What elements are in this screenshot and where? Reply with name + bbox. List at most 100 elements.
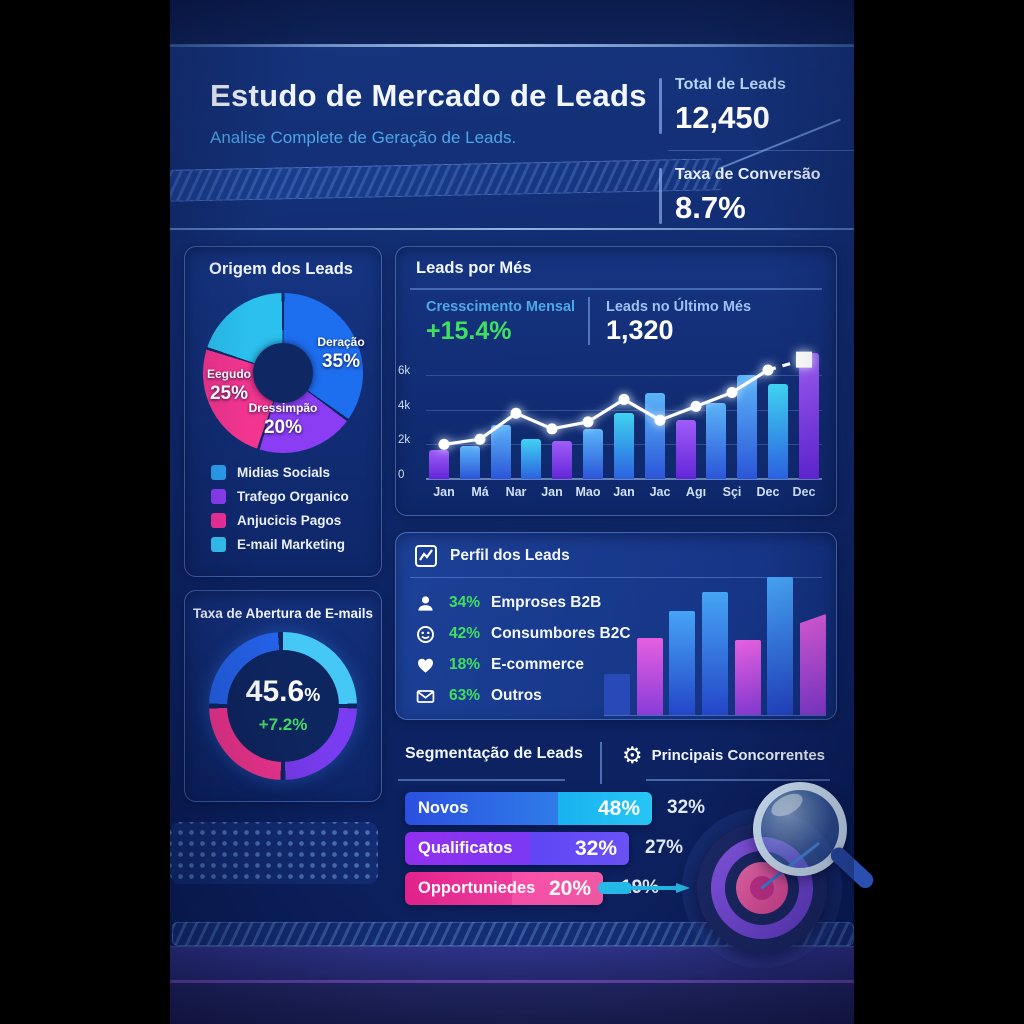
growth-label: Cresscimento Mensal <box>426 299 576 315</box>
perfil-title: Perfil dos Leads <box>450 547 570 564</box>
panel-origem-dos-leads: Origem dos Leads Deração 35% Dressimpão … <box>184 246 382 577</box>
x-axis-label: Nar <box>505 485 527 499</box>
gridline <box>426 410 822 411</box>
x-axis-label: Mao <box>575 485 601 499</box>
segmentacao-title: Segmentação de Leads <box>405 745 583 762</box>
monthly-bars <box>426 351 822 479</box>
mini-bar <box>701 592 728 715</box>
panel-perfil-dos-leads: Perfil dos Leads 34% Emproses B2B 42% Co… <box>395 532 837 720</box>
slice-label-eegudo: Eegudo 25% <box>207 367 251 404</box>
mini-bar <box>767 577 794 715</box>
x-axis-labels: Jan Má Nar Jan Mao Jan Jac Agı Sçi Dec Dec <box>426 485 822 499</box>
footer-band <box>170 946 854 981</box>
month-bar <box>490 425 511 479</box>
envelope-icon <box>416 689 435 703</box>
last-month-value: 1,320 <box>606 315 674 345</box>
origem-legend: Midias Socials Trafego Organico Anjucici… <box>211 460 349 556</box>
month-bar <box>552 441 573 479</box>
segment-bar: Qualificatos 32% <box>405 832 629 865</box>
top-bar <box>170 0 854 45</box>
dart-shaft <box>632 886 676 890</box>
line-point-marker <box>474 433 486 445</box>
month-bar <box>521 439 542 479</box>
monthly-chart-plot <box>426 351 822 480</box>
top-bar-divider <box>170 44 854 47</box>
month-bar <box>429 450 449 479</box>
y-axis-tick: 0 <box>398 469 405 481</box>
email-open-rate-delta: +7.2% <box>258 715 308 734</box>
y-axis-tick: 6k <box>398 365 411 377</box>
perfil-header: Perfil dos Leads <box>414 544 570 568</box>
concorrentes-underline <box>646 779 830 781</box>
email-gauge-title: Taxa de Abertura de E-mails <box>192 606 374 621</box>
stat-divider <box>668 150 854 151</box>
perfil-mini-bar-chart <box>604 567 826 716</box>
perfil-row-outros: 63% Outros <box>416 684 542 708</box>
x-axis-label: Jac <box>649 485 671 499</box>
stat-conversion-rate: Taxa de Conversão 8.7% <box>659 166 850 226</box>
line-point-marker <box>690 400 702 412</box>
dart-tip <box>676 883 690 893</box>
slice-label-deracao: Deração 35% <box>317 335 365 372</box>
y-axis-tick: 2k <box>398 434 411 446</box>
line-point-marker <box>438 438 450 450</box>
line-point-marker <box>762 364 774 376</box>
perfil-row-ecommerce: 18% E-commerce <box>416 653 584 677</box>
concorrentes-title: Principais Concorrentes <box>651 747 826 764</box>
competitor-share: 27% <box>645 837 684 858</box>
month-bar <box>675 420 696 479</box>
footer-accent-line <box>170 980 854 983</box>
person-icon <box>418 595 433 611</box>
x-axis-label: Má <box>471 485 489 499</box>
mini-bar <box>636 638 663 715</box>
x-axis-label: Sçi <box>722 485 742 499</box>
stat-value: 8.7% <box>675 190 746 225</box>
mini-bar <box>604 674 630 715</box>
footer-band <box>170 983 854 1024</box>
concorrentes-illustration <box>598 770 877 980</box>
x-axis-label: Jan <box>433 485 455 499</box>
legend-item: E-mail Marketing <box>211 532 349 556</box>
competitor-share: 32% <box>667 797 706 818</box>
stat-value: 12,450 <box>675 100 770 135</box>
gear-icon: ⚙ <box>622 742 643 768</box>
mini-bar <box>799 614 826 715</box>
footer-hatch-decoration <box>172 922 854 946</box>
dashboard-content: Estudo de Mercado de Leads Analise Compl… <box>170 0 877 1024</box>
x-axis-label: Dec <box>756 485 780 499</box>
legend-swatch <box>211 536 226 552</box>
legend-item: Anjucicis Pagos <box>211 508 349 532</box>
line-point-marker <box>726 387 738 399</box>
line-point-marker <box>510 407 522 419</box>
panel-leads-por-mes: Leads por Més Cresscimento Mensal +15.4%… <box>395 246 837 516</box>
header-separator <box>170 228 854 230</box>
month-bar <box>737 375 758 479</box>
segment-bar: Novos 48% <box>405 792 652 825</box>
heart-icon <box>417 658 434 673</box>
mini-bar <box>734 640 761 715</box>
dart-icon <box>598 882 632 894</box>
segmentacao-underline <box>398 779 565 781</box>
x-axis-label: Jan <box>613 485 635 499</box>
legend-swatch <box>211 488 226 504</box>
page-title: Estudo de Mercado de Leads <box>210 78 647 113</box>
email-gauge-center: 45.6% +7.2% <box>209 632 357 780</box>
line-point-marker <box>582 416 594 428</box>
stat-label: Taxa de Conversão <box>675 166 821 183</box>
monthly-chart-title: Leads por Més <box>416 259 532 277</box>
gridline <box>426 375 822 376</box>
slice-label-dressimpao: Dressimpão 20% <box>248 401 318 438</box>
perfil-underline <box>410 577 822 578</box>
legend-swatch <box>211 512 226 528</box>
origem-donut-hole <box>253 343 313 403</box>
monthly-trend-line <box>438 351 812 450</box>
line-point-marker <box>546 423 558 435</box>
stats-divider <box>588 297 590 345</box>
y-axis-tick: 4k <box>398 400 411 412</box>
month-bar <box>583 429 604 479</box>
origem-title: Origem dos Leads <box>209 260 353 278</box>
legend-swatch <box>211 464 226 480</box>
flag-chart-icon <box>415 545 437 567</box>
month-bar <box>459 446 480 479</box>
perfil-row-b2c: 42% Consumbores B2C <box>416 622 631 646</box>
